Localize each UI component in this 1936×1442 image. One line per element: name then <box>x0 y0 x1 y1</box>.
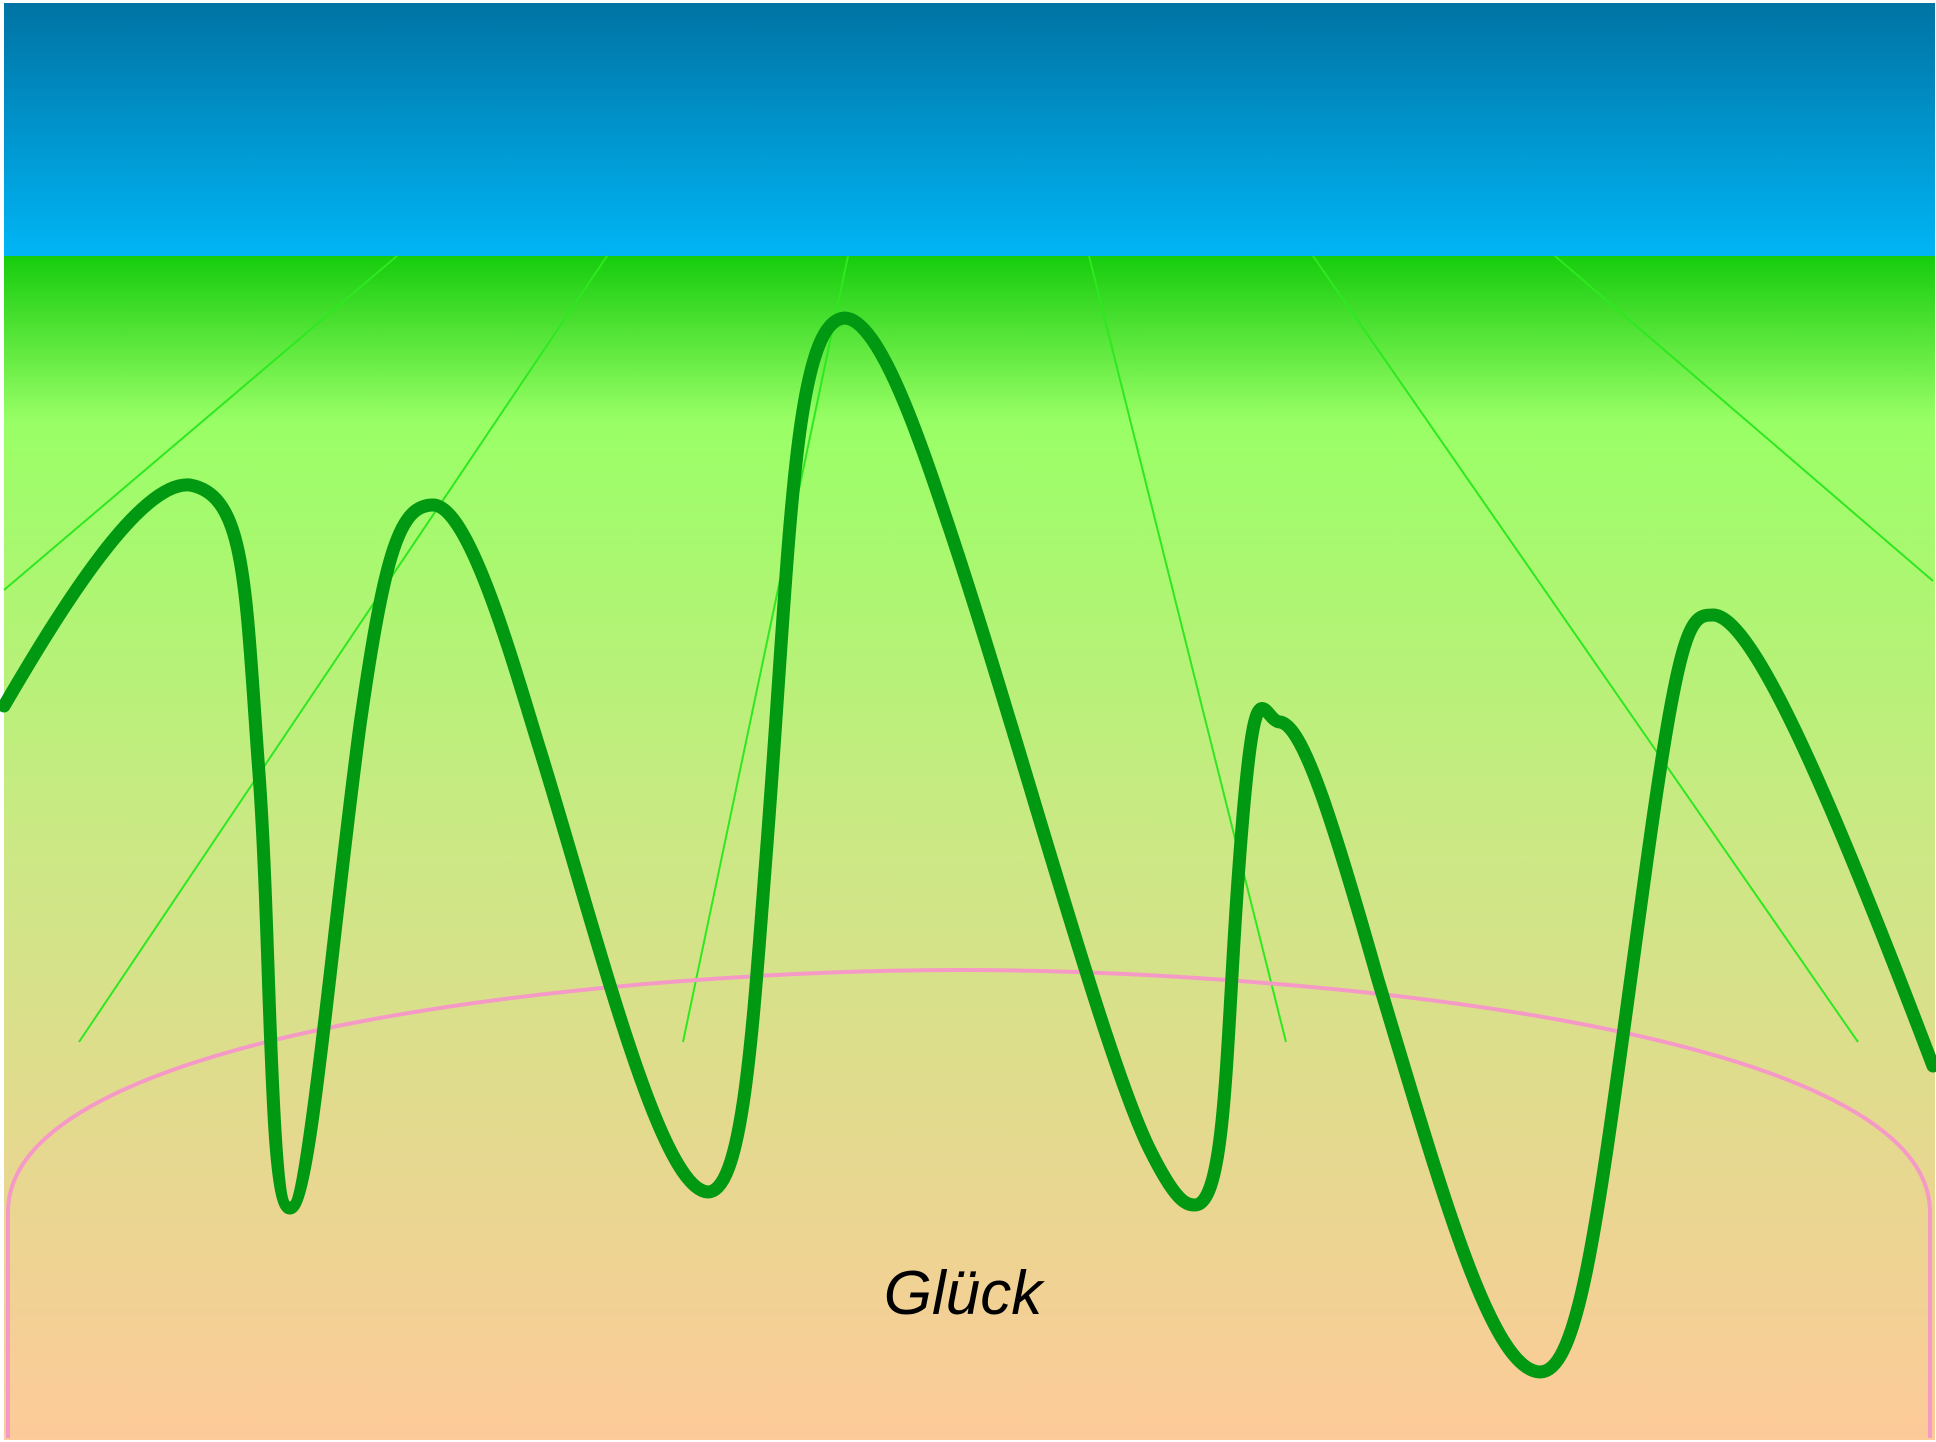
ray-5 <box>1312 255 1859 1043</box>
ray-4 <box>1088 255 1287 1043</box>
pink-arc <box>6 967 1932 1438</box>
sky-band <box>4 3 1935 256</box>
ray-3 <box>682 255 849 1043</box>
glueck-label: Glück <box>884 1259 1045 1328</box>
ray-6 <box>1554 255 1934 582</box>
ray-1 <box>3 255 398 591</box>
ray-2 <box>78 255 608 1043</box>
wave-curve <box>0 311 1936 1379</box>
perspective-rays <box>3 255 1934 1043</box>
ground-area <box>4 256 1935 1440</box>
